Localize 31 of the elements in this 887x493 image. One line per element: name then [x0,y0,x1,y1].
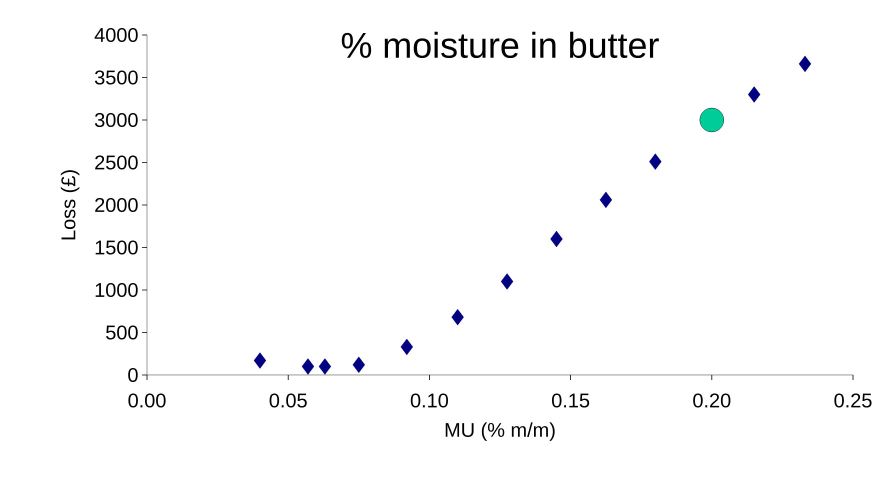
y-tick-label: 2000 [95,198,138,212]
point [500,273,514,290]
y-tick-label: 0 [128,368,138,382]
point [254,352,266,369]
y-tick-label: 3000 [94,112,138,128]
y-tick-label: 3500 [94,70,138,85]
y-tick-label: 1500 [96,240,138,255]
point [798,56,812,72]
y-tick-label: 2500 [95,155,138,170]
point [748,86,760,103]
point [352,356,365,373]
x-tick-label: 0.10 [410,393,448,408]
point [451,309,464,326]
y-tick-label: 4000 [94,28,138,42]
x-tick-label: 0.15 [552,393,590,408]
point [600,192,612,208]
point [700,108,724,132]
y-tick-label: 1000 [96,282,138,298]
x-tick-label: 0.00 [128,393,166,408]
y-axis-title: Loss (£) [60,170,80,240]
chart-title: % moisture in butter [342,32,659,58]
point [550,230,563,248]
x-tick-label: 0.05 [270,393,307,408]
point [400,338,413,356]
x-tick-label: 0.25 [834,393,872,408]
point [302,358,314,375]
x-axis-title: MU (% m/m) [446,422,555,441]
point [649,153,662,170]
x-tick-label: 0.20 [693,393,730,408]
point [318,358,332,375]
y-tick-label: 500 [106,325,138,340]
